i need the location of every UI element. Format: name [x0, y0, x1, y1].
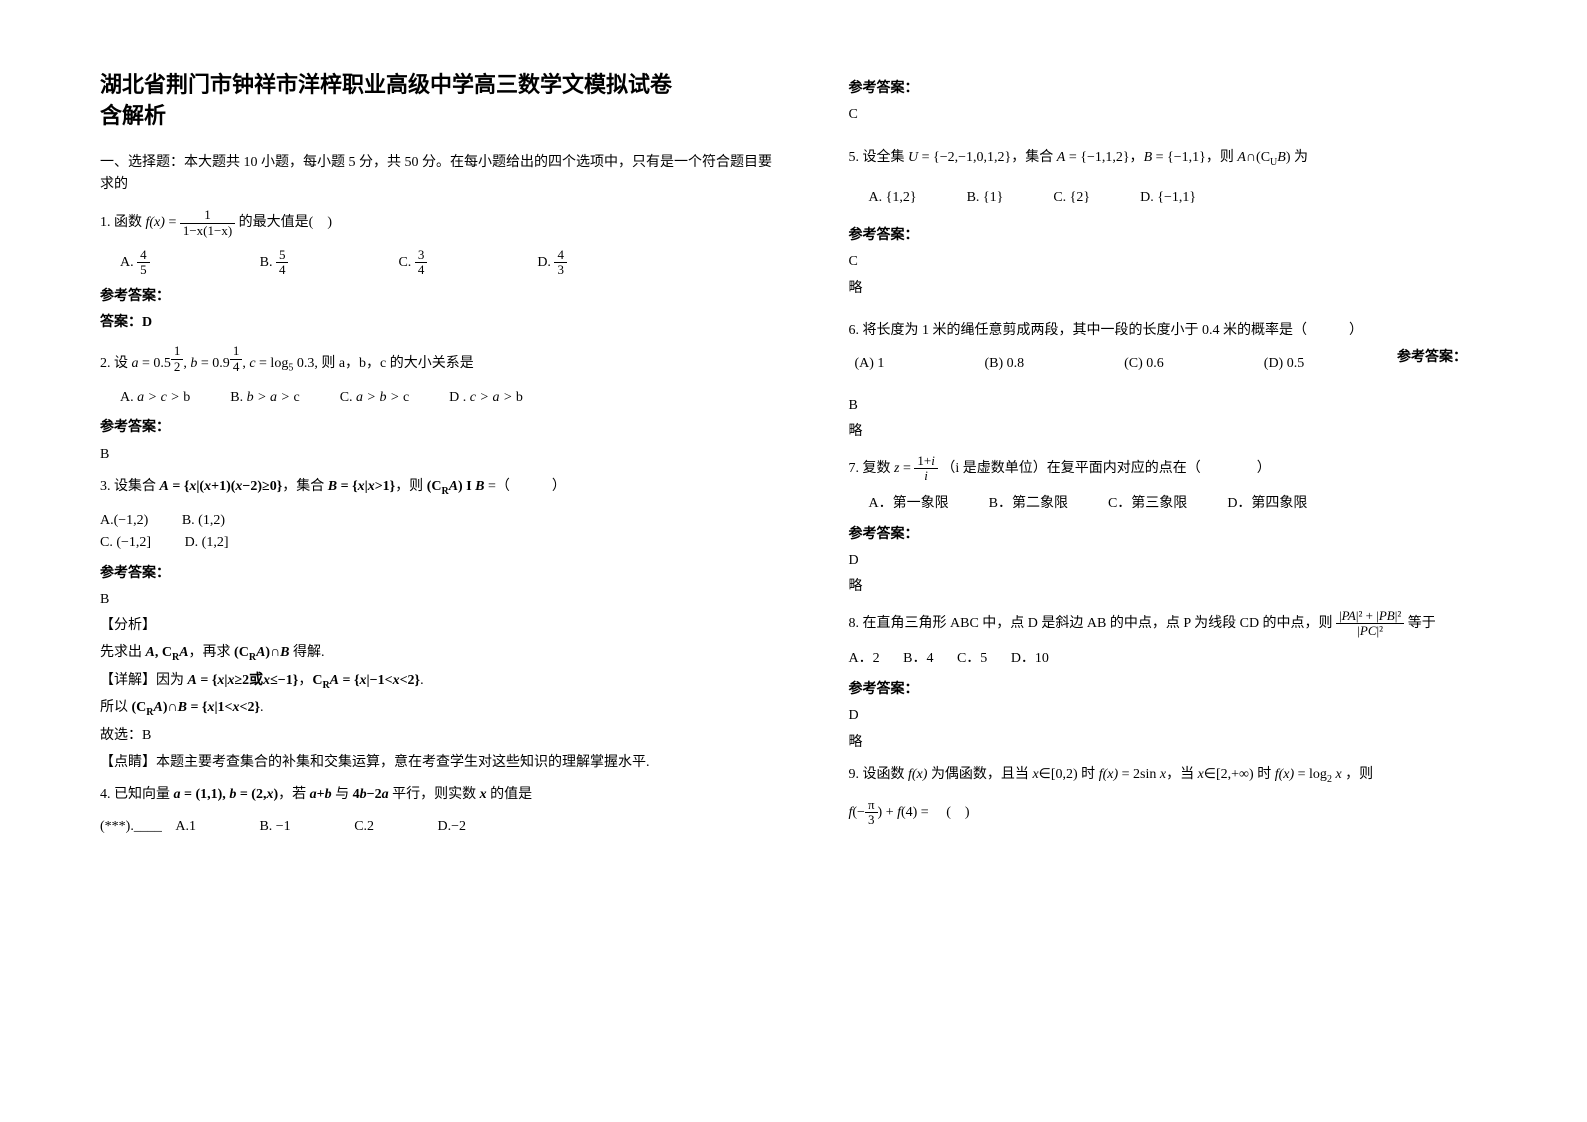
- title-line-1: 湖北省荆门市钟祥市洋梓职业高级中学高三数学文模拟试卷: [100, 72, 672, 97]
- q9-expression: f(−π3) + f(4) = ( ): [849, 798, 1528, 828]
- question-1: 1. 函数 f(x) = 11−x(1−x) 的最大值是( ): [100, 208, 779, 238]
- q1-answer-label: 参考答案：: [100, 286, 779, 308]
- question-2: 2. 设 a = 0.512, b = 0.914, c = log5 0.3,…: [100, 344, 779, 377]
- q6-opt-d: (D) 0.5: [1264, 353, 1304, 375]
- q8-opt-d: D．10: [1011, 651, 1049, 666]
- q4-answer-label: 参考答案：: [849, 78, 1528, 100]
- q8-stem-suffix: 等于: [1408, 616, 1436, 631]
- q3-opt-b: B. (1,2): [182, 513, 225, 528]
- q6-opt-b: (B) 0.8: [984, 353, 1024, 375]
- q1-opt-c: C. 34: [398, 248, 427, 278]
- question-6: 6. 将长度为 1 米的绳任意剪成两段，其中一段的长度小于 0.4 米的概率是（…: [849, 320, 1528, 342]
- q8-extra: 略: [849, 732, 1528, 754]
- right-column: 参考答案： C 5. 设全集 U = {−2,−1,0,1,2}，集合 A = …: [849, 70, 1528, 839]
- question-9: 9. 设函数 f(x) 为偶函数，且当 x∈[0,2) 时 f(x) = 2si…: [849, 764, 1528, 788]
- q7-formula: z = 1+ii: [894, 461, 938, 476]
- q1-opt-a: A. 45: [120, 248, 150, 278]
- q7-options: A．第一象限 B．第二象限 C．第三象限 D．第四象限: [869, 493, 1528, 515]
- q6-options-row: (A) 1 (B) 0.8 (C) 0.6 (D) 0.5 参考答案：: [849, 353, 1528, 375]
- q3-point: 【点睛】本题主要考查集合的补集和交集运算，意在考查学生对这些知识的理解掌握水平.: [100, 752, 779, 774]
- q7-opt-d: D．第四象限: [1227, 493, 1307, 515]
- q2-answer: B: [100, 444, 779, 466]
- q3-answer-label: 参考答案：: [100, 563, 779, 585]
- q7-opt-a: A．第一象限: [869, 493, 949, 515]
- q1-options: A. 45 B. 54 C. 34 D. 43: [120, 248, 779, 278]
- q7-stem-prefix: 7. 复数: [849, 461, 895, 476]
- q2-opt-d: D . c > a > b: [449, 387, 523, 409]
- q6-opt-a: (A) 1: [855, 353, 885, 375]
- q7-extra: 略: [849, 576, 1528, 598]
- q7-stem-suffix: （i 是虚数单位）在复平面内对应的点在（ ）: [941, 461, 1270, 476]
- question-4: 4. 已知向量 a = (1,1), b = (2,x)，若 a+b 与 4b−…: [100, 784, 779, 806]
- q5-opt-b: B. {1}: [967, 187, 1004, 209]
- q7-opt-c: C．第三象限: [1108, 493, 1187, 515]
- q7-answer: D: [849, 550, 1528, 572]
- q4-opt-c: C.2: [354, 819, 374, 834]
- q3-opt-a: A.(−1,2): [100, 513, 148, 528]
- q8-answer: D: [849, 705, 1528, 727]
- q4-prefix: (***).____: [100, 819, 162, 834]
- q8-answer-label: 参考答案：: [849, 679, 1528, 701]
- q1-formula: f(x) = 11−x(1−x): [146, 215, 236, 230]
- q2-opt-c: C. a > b > c: [340, 387, 409, 409]
- q2-opt-a: A. a > c > b: [120, 387, 190, 409]
- q2-answer-label: 参考答案：: [100, 417, 779, 439]
- question-5: 5. 设全集 U = {−2,−1,0,1,2}，集合 A = {−1,1,2}…: [849, 147, 1528, 171]
- q3-answer: B: [100, 589, 779, 611]
- q3-analysis-label: 【分析】: [100, 615, 779, 637]
- q3-opt-c: C. (−1,2]: [100, 535, 151, 550]
- q6-answer: B: [849, 395, 1528, 417]
- q6-stem: 6. 将长度为 1 米的绳任意剪成两段，其中一段的长度小于 0.4 米的概率是（…: [849, 323, 1364, 338]
- q1-opt-d: D. 43: [537, 248, 567, 278]
- q8-options: A．2 B．4 C．5 D．10: [849, 648, 1528, 670]
- q3-options-row1: A.(−1,2) B. (1,2): [100, 510, 779, 532]
- q3-options-row2: C. (−1,2] D. (1,2]: [100, 532, 779, 554]
- q6-opt-c: (C) 0.6: [1124, 353, 1164, 375]
- q5-answer-label: 参考答案：: [849, 225, 1528, 247]
- q8-opt-a: A．2: [849, 651, 880, 666]
- q1-answer: 答案：D: [100, 312, 779, 334]
- q8-opt-c: C．5: [957, 651, 987, 666]
- q5-extra: 略: [849, 278, 1528, 300]
- question-3: 3. 设集合 A = {x|(x+1)(x−2)≥0}，集合 B = {x|x>…: [100, 476, 779, 500]
- q2-options: A. a > c > b B. b > a > c C. a > b > c D…: [120, 387, 779, 409]
- section-1-header: 一、选择题：本大题共 10 小题，每小题 5 分，共 50 分。在每小题给出的四…: [100, 152, 779, 197]
- q5-opt-a: A. {1,2}: [869, 187, 917, 209]
- exam-title: 湖北省荆门市钟祥市洋梓职业高级中学高三数学文模拟试卷 含解析: [100, 70, 779, 132]
- q5-opt-d: D. {−1,1}: [1140, 187, 1196, 209]
- q4-line-2: (***).____ A.1 B. −1 C.2 D.−2: [100, 816, 779, 838]
- q5-opt-c: C. {2}: [1053, 187, 1090, 209]
- q7-opt-b: B．第二象限: [989, 493, 1068, 515]
- q5-answer: C: [849, 251, 1528, 273]
- q1-stem-suffix: 的最大值是( ): [239, 215, 332, 230]
- q1-opt-b: B. 54: [260, 248, 289, 278]
- q3-analysis-1: 先求出 A, CRA，再求 (CRA)∩B 得解.: [100, 642, 779, 666]
- q2-opt-b: B. b > a > c: [230, 387, 299, 409]
- question-8: 8. 在直角三角形 ABC 中，点 D 是斜边 AB 的中点，点 P 为线段 C…: [849, 609, 1528, 639]
- q4-opt-d: D.−2: [438, 819, 467, 834]
- q6-answer-label: 参考答案：: [1397, 347, 1467, 369]
- q8-stem-prefix: 8. 在直角三角形 ABC 中，点 D 是斜边 AB 的中点，点 P 为线段 C…: [849, 616, 1337, 631]
- q6-extra: 略: [849, 421, 1528, 443]
- q8-formula: |PA|² + |PB|²|PC|²: [1336, 609, 1404, 639]
- q4-opt-a: A.1: [175, 819, 196, 834]
- q4-opt-b: B. −1: [259, 819, 290, 834]
- question-7: 7. 复数 z = 1+ii （i 是虚数单位）在复平面内对应的点在（ ）: [849, 454, 1528, 484]
- q4-answer: C: [849, 104, 1528, 126]
- q3-opt-d: D. (1,2]: [185, 535, 229, 550]
- q3-analysis-4: 故选：B: [100, 725, 779, 747]
- q3-analysis-3: 所以 (CRA)∩B = {x|1<x<2}.: [100, 697, 779, 721]
- q7-answer-label: 参考答案：: [849, 524, 1528, 546]
- q1-stem-prefix: 1. 函数: [100, 215, 146, 230]
- title-line-2: 含解析: [100, 103, 166, 128]
- left-column: 湖北省荆门市钟祥市洋梓职业高级中学高三数学文模拟试卷 含解析 一、选择题：本大题…: [100, 70, 779, 839]
- q8-opt-b: B．4: [903, 651, 933, 666]
- q3-analysis-2: 【详解】因为 A = {x|x≥2或x≤−1}，CRA = {x|−1<x<2}…: [100, 670, 779, 694]
- q5-options: A. {1,2} B. {1} C. {2} D. {−1,1}: [869, 187, 1528, 209]
